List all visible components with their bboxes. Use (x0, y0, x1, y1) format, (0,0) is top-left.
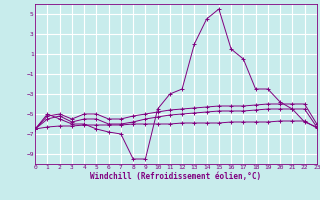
X-axis label: Windchill (Refroidissement éolien,°C): Windchill (Refroidissement éolien,°C) (91, 172, 261, 181)
